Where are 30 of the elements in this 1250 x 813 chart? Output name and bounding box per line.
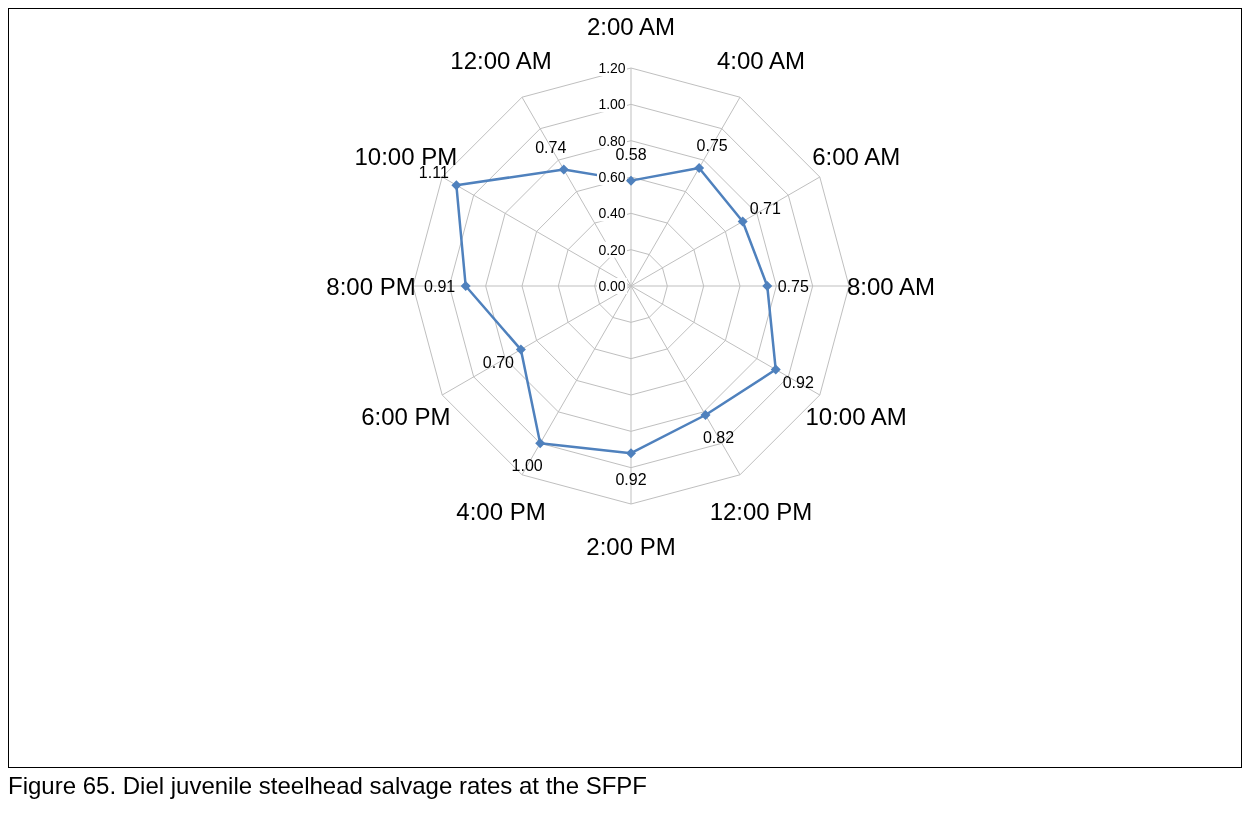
spoke-label: 4:00 AM [716, 47, 806, 75]
data-label: 0.70 [482, 354, 515, 372]
spoke-label: 2:00 PM [586, 532, 676, 560]
data-label: 0.74 [535, 138, 567, 156]
data-label: 0.75 [696, 136, 728, 154]
spoke-label: 8:00 AM [846, 272, 936, 300]
y-tick-label: 1.00 [598, 96, 626, 113]
data-label: 0.75 [777, 277, 809, 295]
data-label: 0.82 [702, 429, 735, 447]
spoke-label: 8:00 PM [326, 272, 416, 300]
y-tick-label: 0.60 [598, 169, 626, 185]
spoke-label: 6:00 AM [812, 142, 901, 170]
data-label: 0.91 [424, 277, 456, 295]
data-label: 0.92 [782, 374, 814, 392]
spoke-label: 6:00 PM [361, 402, 451, 430]
spoke-label: 12:00 AM [450, 47, 552, 75]
spoke-label: 12:00 PM [709, 497, 813, 525]
y-tick-label: 0.40 [598, 205, 626, 222]
y-tick-label: 0.00 [598, 278, 626, 294]
data-label: 0.92 [615, 470, 647, 488]
spoke-label: 4:00 PM [456, 497, 546, 525]
caption: Figure 65. Diel juvenile steelhead salvage rates at the SFPF [8, 772, 648, 800]
spoke-label: 10:00 AM [805, 402, 907, 430]
y-tick-label: 1.20 [598, 60, 626, 76]
spoke-label: 2:00 AM [586, 12, 676, 40]
y-tick-label: 0.80 [598, 132, 626, 149]
data-label: 1.00 [511, 457, 543, 475]
data-label: 0.58 [615, 146, 647, 164]
y-tick-label: 0.20 [598, 241, 626, 258]
data-label: 0.71 [749, 200, 781, 218]
